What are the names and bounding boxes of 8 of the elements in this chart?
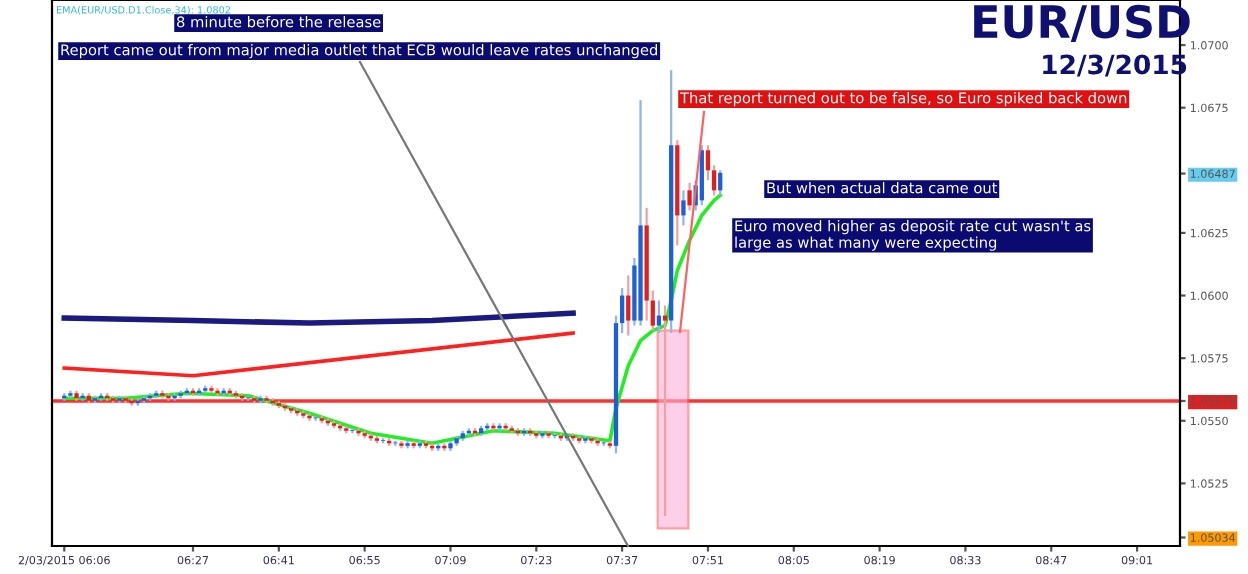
- candlestick: [626, 274, 631, 337]
- candlestick: [656, 299, 662, 335]
- candlestick: [681, 189, 686, 227]
- candlestick: [662, 304, 668, 518]
- candlestick: [718, 169, 723, 197]
- line-series: [62, 193, 723, 446]
- candlestick: [687, 181, 692, 212]
- candlestick: [166, 392, 171, 402]
